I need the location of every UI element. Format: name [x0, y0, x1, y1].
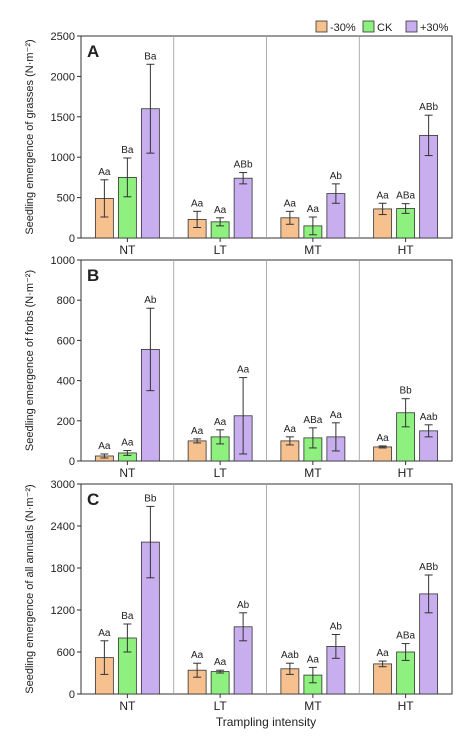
significance-label: ABb	[419, 562, 438, 573]
legend-swatch-0	[315, 20, 328, 33]
x-tick-label: NT	[119, 699, 136, 713]
significance-label: ABa	[396, 191, 415, 202]
significance-label: Aa	[284, 424, 297, 435]
y-tick-label: 0	[69, 233, 75, 245]
significance-label: Aa	[98, 167, 111, 178]
y-tick-label: 2500	[51, 31, 75, 43]
y-tick-label: 1500	[51, 112, 75, 124]
significance-label: Aa	[214, 205, 227, 216]
significance-label: Ba	[144, 51, 157, 62]
significance-label: Aa	[191, 198, 204, 209]
y-axis-label: Seedling emergence of all annuals (N·m⁻²…	[24, 484, 36, 693]
significance-label: Aa	[307, 654, 320, 665]
legend-label-2: +30%	[420, 22, 449, 34]
y-tick-label: 0	[69, 689, 75, 701]
x-tick-label: NT	[119, 466, 136, 480]
significance-label: Aab	[281, 650, 299, 661]
x-axis-label: Trampling intensity	[216, 715, 316, 729]
significance-label: Bb	[400, 386, 413, 397]
significance-label: Aa	[214, 417, 227, 428]
y-axis-label: Seedling emergence of forbs (N·m⁻²)	[24, 270, 36, 451]
y-tick-label: 1000	[51, 152, 75, 164]
significance-label: Aa	[284, 198, 297, 209]
significance-label: ABa	[303, 415, 322, 426]
y-axis-label: Seedling emergence of grasses (N·m⁻²)	[24, 39, 36, 234]
panel-letter: C	[87, 490, 99, 509]
x-tick-label: MT	[304, 466, 322, 480]
bar	[233, 177, 253, 239]
significance-label: ABb	[419, 102, 438, 113]
legend-label-0: -30%	[330, 22, 356, 34]
significance-label: Ab	[237, 600, 250, 611]
y-tick-label: 800	[57, 295, 75, 307]
y-tick-label: 600	[57, 647, 75, 659]
legend-label-1: CK	[377, 22, 393, 34]
significance-label: Aa	[377, 433, 390, 444]
legend-swatch-1	[362, 20, 375, 33]
bar	[373, 663, 393, 695]
y-tick-label: 1200	[51, 605, 75, 617]
y-tick-label: 2400	[51, 521, 75, 533]
significance-label: Ab	[144, 295, 157, 306]
significance-label: Aa	[121, 438, 134, 449]
legend-swatch-2	[405, 20, 418, 33]
significance-label: ABb	[234, 160, 253, 171]
significance-label: Aa	[377, 648, 390, 659]
panel-B: 0 200 400 600 800 1000 Seedling emergence of f…	[24, 255, 453, 480]
x-tick-label: MT	[304, 243, 322, 257]
x-tick-label: MT	[304, 699, 322, 713]
y-tick-label: 200	[57, 416, 75, 428]
y-tick-label: 3000	[51, 479, 75, 491]
x-tick-label: LT	[214, 243, 228, 257]
significance-label: Ab	[330, 622, 343, 633]
significance-label: Ab	[330, 171, 343, 182]
significance-label: Aa	[330, 410, 343, 421]
significance-label: Aa	[237, 365, 250, 376]
significance-label: Aa	[191, 650, 204, 661]
significance-label: Aa	[98, 628, 111, 639]
y-tick-label: 600	[57, 335, 75, 347]
y-tick-label: 500	[57, 193, 75, 205]
panel-A: 0 500 1000 1500 2000 2500 Seedling emergence o…	[24, 31, 453, 257]
panel-C: 0 600 1200 1800 2400 3000 Seedling emergence o…	[24, 479, 453, 713]
x-tick-label: HT	[398, 243, 415, 257]
legend: -30% CK +30%	[315, 20, 449, 34]
significance-label: Ba	[121, 145, 134, 156]
bar	[373, 446, 393, 462]
x-tick-label: HT	[398, 466, 415, 480]
panel-letter: A	[87, 42, 99, 61]
significance-label: Bb	[144, 493, 157, 504]
significance-label: Ba	[121, 611, 134, 622]
bar	[187, 440, 207, 462]
significance-label: Aa	[191, 426, 204, 437]
significance-label: Aa	[307, 204, 320, 215]
y-tick-label: 1800	[51, 563, 75, 575]
significance-label: Aa	[98, 441, 111, 452]
panel-letter: B	[87, 266, 99, 285]
x-tick-label: LT	[214, 699, 228, 713]
significance-label: ABa	[396, 631, 415, 642]
y-tick-label: 1000	[51, 255, 75, 267]
significance-label: Aab	[420, 412, 438, 423]
x-tick-label: LT	[214, 466, 228, 480]
y-tick-label: 400	[57, 376, 75, 388]
significance-label: Aa	[377, 190, 390, 201]
bar	[210, 671, 230, 695]
y-tick-label: 2000	[51, 71, 75, 83]
x-tick-label: HT	[398, 699, 415, 713]
x-tick-label: NT	[119, 243, 136, 257]
significance-label: Aa	[214, 657, 227, 668]
y-tick-label: 0	[69, 456, 75, 468]
